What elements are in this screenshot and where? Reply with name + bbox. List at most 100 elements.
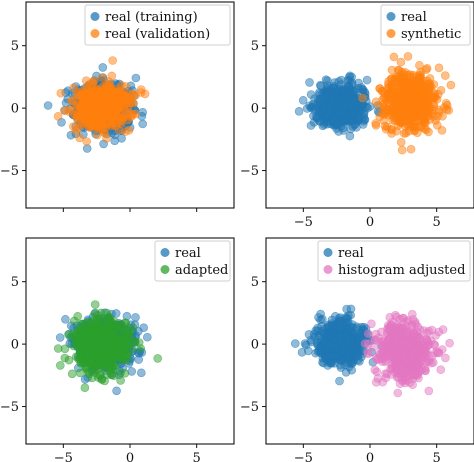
legend: real adapted [154,240,231,282]
data-point [363,329,373,339]
x-tick-label: −5 [54,451,73,462]
data-point [56,88,66,98]
data-point [64,330,73,339]
x-tick-label: 5 [433,215,441,230]
data-point [87,373,97,383]
data-point [403,52,413,61]
data-point [90,300,100,309]
data-point [341,345,350,355]
data-point [328,320,338,330]
data-point [75,368,85,378]
data-point [53,344,63,353]
data-point [69,83,78,92]
legend-marker [323,248,333,257]
y-tick-label: −5 [0,400,19,415]
y-tick-label: 5 [251,275,259,290]
data-point [60,106,69,115]
y-tick-label: 5 [251,39,259,54]
series-real [294,71,384,141]
legend-box [317,240,471,282]
data-point [326,107,335,117]
data-point [104,77,114,86]
data-point [97,361,106,370]
data-point [424,386,434,396]
data-point [432,121,442,130]
y-tick-label: 0 [251,338,259,353]
y-tick-label: −5 [240,400,259,415]
data-point [438,325,448,334]
data-point [153,354,162,363]
data-point [316,348,326,357]
data-point [353,351,363,361]
data-point [335,109,344,119]
data-point [404,126,414,136]
legend-marker [90,12,100,21]
data-point [112,386,121,396]
panel-3: −5 0 5 −5 0 5 real adapted [0,237,235,462]
data-point [393,388,403,398]
data-point [137,368,146,378]
data-point [55,333,65,342]
x-tick-label: −5 [294,215,313,230]
legend-marker [386,12,396,21]
y-tick-label: −5 [0,164,19,179]
data-point [323,76,332,85]
legend-label: histogram adjusted [338,263,465,278]
legend-box [380,4,471,46]
y-tick-label: 5 [11,275,19,290]
data-point [80,383,90,393]
legend-marker [323,265,333,274]
data-point [420,79,430,88]
legend-marker [160,248,170,257]
data-point [400,378,410,388]
data-point [326,331,335,341]
data-point [99,108,108,117]
data-point [343,317,353,327]
data-point [111,309,121,318]
data-point [73,123,83,133]
data-point [378,347,387,357]
data-point [371,119,381,128]
data-point [99,120,108,130]
data-point [397,145,407,155]
legend-label: real (validation) [105,27,210,42]
data-point [338,103,348,112]
legend-label: real [338,246,364,261]
data-point [120,368,130,378]
data-point [384,95,394,104]
x-tick-label: 0 [366,215,374,230]
data-point [407,322,417,331]
data-point [372,355,382,364]
data-point [446,80,456,90]
data-point [75,133,84,143]
data-point [387,74,397,83]
data-point [98,63,108,72]
data-point [122,336,132,345]
data-point [427,105,437,114]
data-point [384,335,393,344]
data-point [378,377,388,387]
data-point [106,330,116,340]
data-point [143,332,152,342]
data-point [53,112,63,121]
legend-marker [160,265,170,274]
data-point [68,96,78,106]
data-point [131,73,141,83]
data-point [290,339,300,348]
data-point [306,90,316,99]
data-point [140,89,150,99]
points-layer [53,300,162,396]
data-point [138,119,147,129]
data-point [119,326,128,336]
data-point [415,61,424,70]
data-point [345,131,355,141]
x-tick-label: 0 [366,451,374,462]
panel-2: −5 0 5 −5 0 5 real synthetic [240,1,474,230]
y-tick-label: 5 [11,39,19,54]
series-adapted [53,300,162,393]
data-point [108,93,118,103]
data-point [305,78,314,87]
data-point [388,317,397,327]
data-point [381,369,390,378]
